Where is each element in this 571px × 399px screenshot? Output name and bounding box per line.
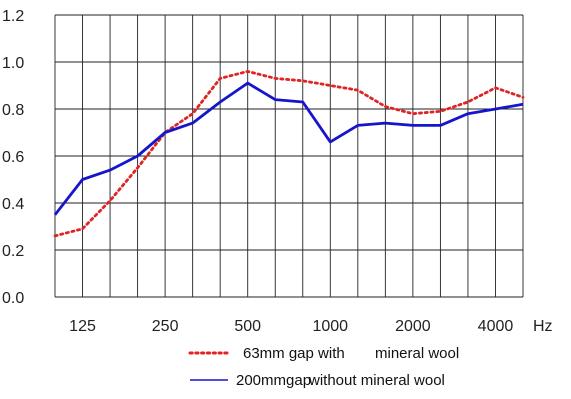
legend-label: 200mmgap xyxy=(236,372,311,389)
x-tick-label: 4000 xyxy=(478,318,514,335)
y-tick-label: 1.2 xyxy=(2,8,24,25)
y-tick-label: 0.4 xyxy=(2,196,24,213)
series-line-200mm-without-mineral-wool xyxy=(53,81,524,216)
y-tick-label: 0.6 xyxy=(2,149,24,166)
y-tick-label: 1.0 xyxy=(2,55,24,72)
y-tick-label: 0.2 xyxy=(2,243,24,260)
axis-labels: 0.0 0.2 0.4 0.6 0.8 1.0 1.2 125 250 500 1000 2000 40… xyxy=(2,8,553,335)
x-tick-label: 2000 xyxy=(395,318,431,335)
legend-label: without mineral wool xyxy=(308,372,445,389)
x-tick-label: 500 xyxy=(234,318,261,335)
x-axis-unit: Hz xyxy=(533,318,553,335)
y-tick-label: 0.0 xyxy=(2,290,24,307)
x-tick-label: 1000 xyxy=(312,318,348,335)
x-tick-label: 250 xyxy=(152,318,179,335)
x-tick-label: 125 xyxy=(69,318,96,335)
legend: 63mm gap with mineral wool 200mmgapwithout… xyxy=(188,345,459,389)
legend-label: 63mm gap with xyxy=(243,345,345,362)
y-tick-label: 0.8 xyxy=(2,102,24,119)
legend-label: mineral wool xyxy=(375,345,459,362)
series-layer xyxy=(53,69,525,238)
series-line-63mm-with-mineral-wool xyxy=(53,69,525,238)
